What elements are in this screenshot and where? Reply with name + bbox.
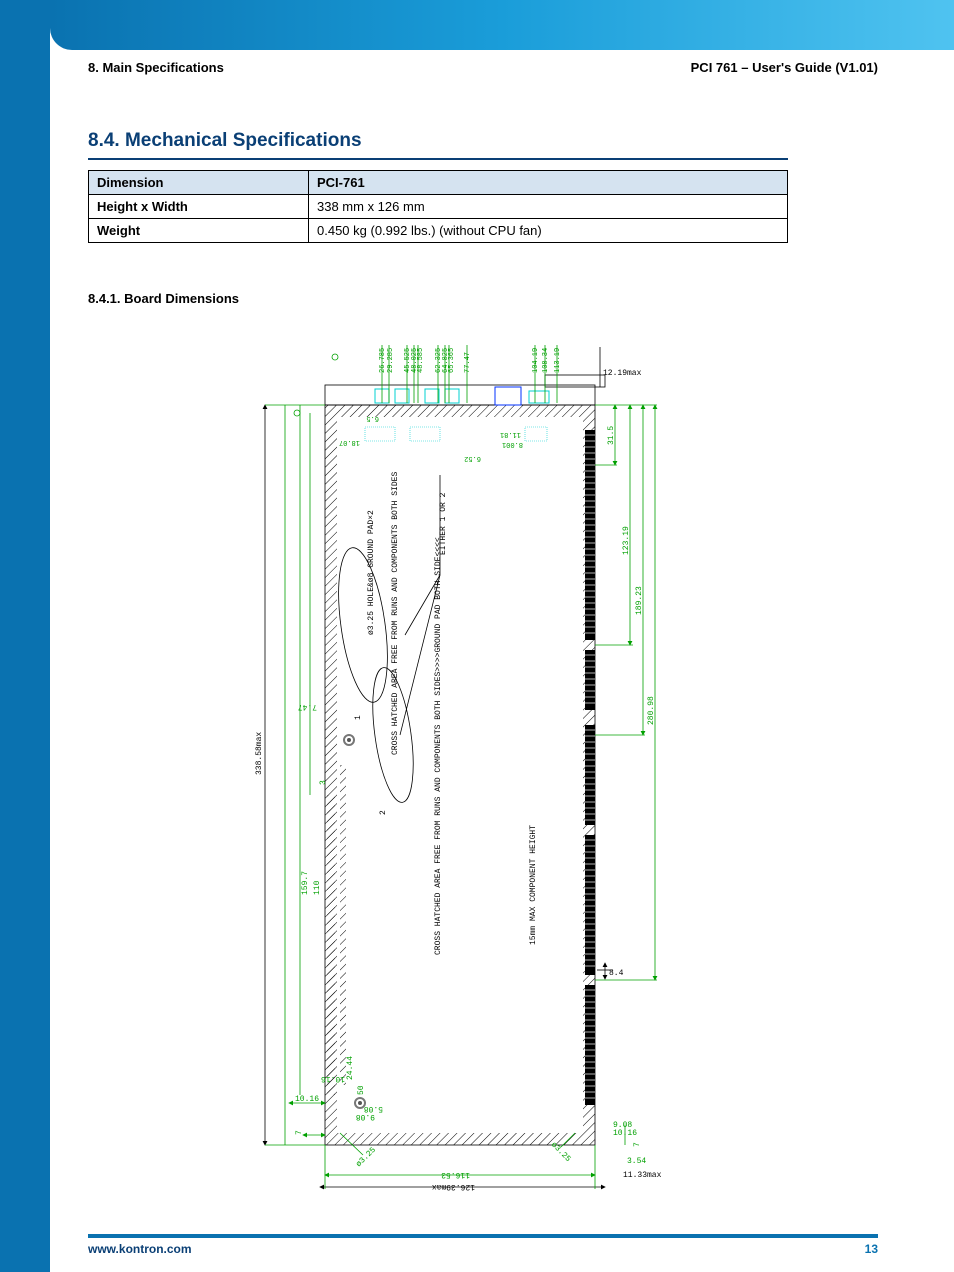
dim-text: 10.16 [295, 1095, 319, 1104]
table-cell-value: 0.450 kg (0.992 lbs.) (without CPU fan) [309, 219, 788, 243]
dim-text: 8.001 [502, 440, 523, 448]
dim-text: 126.39max [432, 1182, 475, 1191]
section-number: 8.4. [88, 130, 120, 151]
dim-text: 5.08 [364, 1104, 383, 1113]
dim-text: 10.16 [321, 1074, 345, 1083]
table-cell-label: Height x Width [89, 195, 309, 219]
dim-text: 12.19max [603, 369, 642, 378]
dim-text: 65.365 [448, 348, 456, 373]
dim-text: 3 [319, 780, 328, 785]
spec-table: Dimension PCI-761 Height x Width 338 mm … [88, 170, 788, 243]
table-header-row: Dimension PCI-761 [89, 171, 788, 195]
board-dimensions-diagram: 26.785 29.285 45.525 48.025 48.585 62.32… [245, 335, 665, 1195]
dim-text: 108.34 [542, 348, 550, 373]
table-header: Dimension [89, 171, 309, 195]
subsection-number: 8.4.1. [88, 291, 121, 306]
dim-text: 6.52 [464, 454, 481, 462]
dim-text: 159.7 [301, 871, 310, 895]
dim-text: 113.19 [554, 348, 562, 373]
header-right: PCI 761 – User's Guide (V1.01) [691, 60, 878, 75]
dim-text: 7 [633, 1142, 642, 1147]
connector-blocks [375, 387, 549, 405]
dim-text: 50 [357, 1085, 366, 1095]
diagram-note: ø3.25 HOLE&ø8 GROUND PAD×2 [367, 510, 376, 635]
page-footer: www.kontron.com 13 [88, 1234, 878, 1256]
left-sidebar-stripe [0, 0, 50, 1272]
table-header: PCI-761 [309, 171, 788, 195]
diagram-note: 15mm MAX COMPONENT HEIGHT [529, 825, 538, 945]
header-left: 8. Main Specifications [88, 60, 224, 75]
dim-text: 11.81 [500, 430, 521, 438]
subsection-heading: Board Dimensions [124, 291, 239, 306]
dim-overall: 338.58max [255, 732, 264, 775]
dim-text: 123.19 [622, 526, 631, 555]
section-heading: Mechanical Specifications [125, 130, 362, 151]
dim-text: 7 [295, 1130, 304, 1135]
top-banner [50, 0, 954, 50]
dim-text: 31.5 [607, 426, 616, 445]
table-cell-value: 338 mm x 126 mm [309, 195, 788, 219]
table-cell-label: Weight [89, 219, 309, 243]
dim-text: 189.23 [635, 586, 644, 615]
diagram-note: CROSS HATCHED AREA FREE FROM RUNS AND CO… [434, 537, 443, 955]
dim-text: 6.5 [366, 414, 379, 422]
footer-url: www.kontron.com [88, 1242, 192, 1256]
dim-text: 116.53 [441, 1170, 470, 1179]
section-title: 8.4. Mechanical Specifications [88, 130, 788, 160]
subsection-title: 8.4.1. Board Dimensions [88, 291, 788, 306]
dim-text: 7.47 [298, 702, 317, 711]
dim-text: 3.54 [627, 1157, 646, 1166]
svg-text:1: 1 [354, 715, 363, 720]
dim-text: 29.285 [387, 348, 395, 373]
table-row: Weight 0.450 kg (0.992 lbs.) (without CP… [89, 219, 788, 243]
main-content: 8.4. Mechanical Specifications Dimension… [88, 130, 788, 306]
footer-page-number: 13 [865, 1242, 878, 1256]
diagram-note: CROSS HATCHED AREA FREE FROM RUNS AND CO… [391, 472, 400, 755]
dim-text: 8.4 [609, 969, 624, 978]
dim-text: 48.585 [417, 348, 425, 373]
dim-text: ø3.25 [355, 1146, 378, 1169]
dim-text: 280.98 [647, 696, 656, 725]
table-row: Height x Width 338 mm x 126 mm [89, 195, 788, 219]
dim-text: 104.19 [532, 348, 540, 373]
running-header: 8. Main Specifications PCI 761 – User's … [88, 60, 878, 75]
svg-text:2: 2 [379, 810, 388, 815]
dim-text: 11.33max [623, 1171, 662, 1180]
dim-text: 110 [313, 880, 322, 895]
dim-text: 77.47 [464, 352, 472, 373]
dim-text: 18.07 [339, 438, 360, 446]
dim-text: 26.785 [379, 348, 387, 373]
dim-text: 9.08 [356, 1112, 375, 1121]
dim-text: 24.44 [346, 1056, 355, 1080]
